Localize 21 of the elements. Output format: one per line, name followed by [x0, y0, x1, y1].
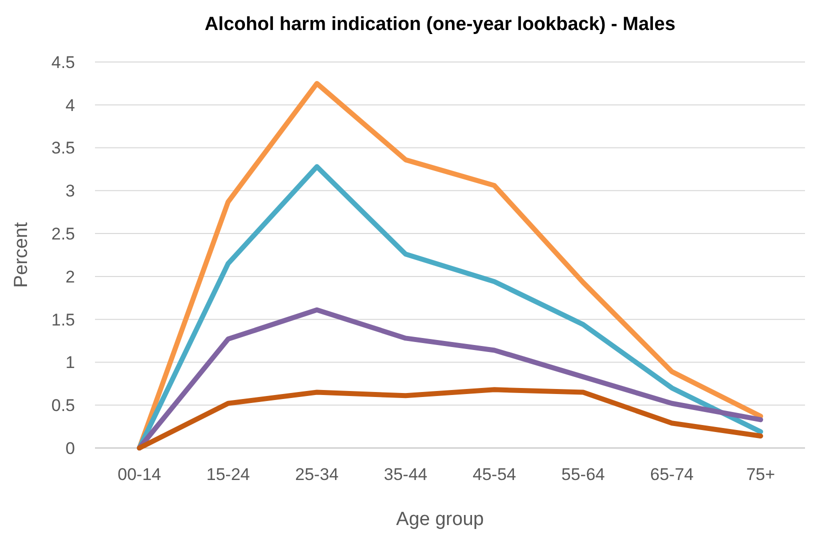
y-tick-label: 3: [66, 182, 75, 201]
y-tick-label: 2.5: [51, 224, 75, 244]
x-tick-label: 00-14: [118, 465, 162, 484]
y-axis-title: Percent: [11, 222, 32, 288]
x-tick-label: 35-44: [384, 465, 428, 484]
y-tick-label: 2: [66, 267, 75, 286]
x-axis-title: Age group: [396, 509, 484, 530]
x-tick-label: 65-74: [650, 465, 694, 484]
x-tick-label: 75+: [746, 465, 776, 484]
chart-title: Alcohol harm indication (one-year lookback) - Males: [204, 14, 676, 35]
y-tick-label: 1.5: [51, 310, 75, 330]
x-tick-label: 45-54: [472, 465, 516, 484]
x-tick-label: 15-24: [206, 465, 250, 484]
y-tick-label: 0: [66, 438, 75, 458]
y-tick-label: 3.5: [51, 138, 75, 158]
y-tick-label: 0.5: [51, 396, 75, 416]
y-tick-label: 1: [66, 353, 75, 372]
y-tick-label: 4.5: [51, 52, 75, 72]
y-tick-label: 4: [66, 96, 75, 115]
x-tick-label: 25-34: [295, 465, 339, 484]
x-tick-label: 55-64: [561, 465, 605, 484]
